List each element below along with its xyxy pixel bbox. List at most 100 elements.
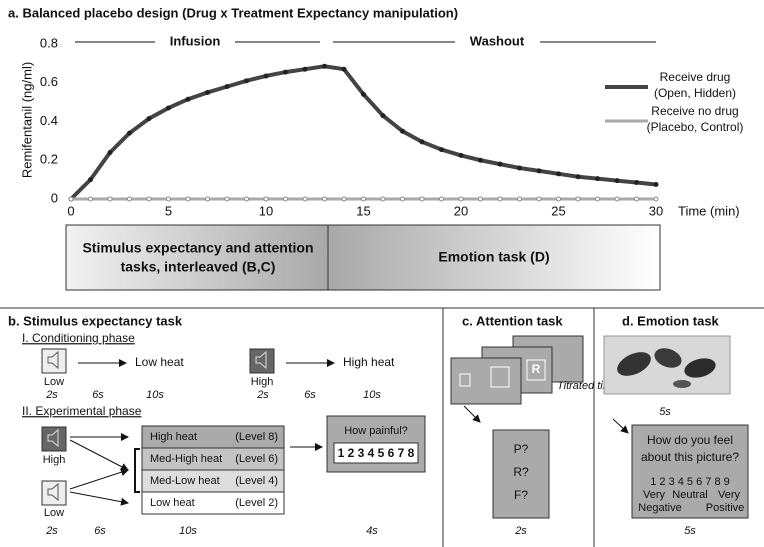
series-marker	[400, 196, 405, 202]
cue-label: High	[251, 376, 274, 388]
series-marker	[263, 73, 269, 79]
arrow	[69, 439, 129, 471]
y-tick-label: 0.4	[40, 113, 58, 128]
speaker-icon	[41, 480, 67, 506]
legend-label: Receive no drug	[651, 104, 738, 118]
timing: 10s	[363, 389, 381, 401]
level-name: Low heat	[150, 497, 195, 509]
level-table: High heat (Level 8) Med-High heat (Level 6)…	[141, 425, 285, 515]
arrow	[69, 468, 129, 490]
series-marker	[263, 196, 269, 202]
phase-label: Infusion	[170, 33, 221, 48]
series-marker	[419, 139, 425, 145]
legend-note: (Placebo, Control)	[647, 120, 744, 134]
anchor: Very	[643, 489, 666, 501]
anchor: Very	[718, 489, 741, 501]
series-marker	[283, 69, 288, 75]
series-marker	[361, 196, 366, 202]
series-marker	[458, 152, 464, 158]
arrow	[463, 405, 481, 423]
series-marker	[478, 196, 483, 202]
timing: 6s	[94, 525, 106, 537]
series-marker	[146, 196, 152, 202]
rating-box	[333, 442, 419, 464]
series-marker	[224, 84, 230, 90]
series-marker	[653, 181, 659, 187]
prompt: P?	[514, 442, 529, 456]
series-line	[69, 64, 657, 201]
timing: 10s	[146, 389, 164, 401]
series-marker	[595, 176, 600, 182]
cue-label: Low	[44, 507, 64, 519]
level-row	[141, 491, 285, 515]
series-marker	[556, 171, 561, 177]
stimulus	[490, 366, 510, 388]
level-code: (Level 2)	[235, 497, 278, 509]
question: about this picture?	[641, 450, 739, 464]
series-marker	[634, 196, 639, 202]
series-marker	[536, 168, 542, 174]
timing: 2s	[45, 525, 58, 537]
series-marker	[653, 196, 659, 202]
series-marker	[68, 196, 74, 202]
stimulus	[526, 359, 546, 381]
series-marker	[88, 177, 93, 183]
timing: 5s	[659, 406, 671, 418]
level-code: (Level 8)	[235, 431, 278, 443]
image-detail	[617, 352, 651, 376]
x-tick-label: 15	[356, 203, 370, 218]
series-marker	[166, 105, 171, 111]
timing: 5s	[684, 525, 696, 537]
stimulus	[459, 373, 471, 387]
timeline-segment	[327, 224, 661, 291]
series-marker	[556, 196, 561, 202]
series-marker	[302, 66, 308, 72]
series-marker	[302, 196, 308, 202]
timeline-text: tasks, interleaved (B,C)	[121, 259, 276, 275]
anchor: Negative	[638, 502, 681, 514]
series-marker	[595, 196, 600, 202]
series-marker	[517, 196, 522, 202]
series-marker	[146, 116, 152, 122]
series-marker	[322, 196, 327, 202]
series-marker	[127, 196, 132, 202]
series-marker	[341, 66, 347, 72]
series-marker	[224, 196, 230, 202]
plot: 0 0.2 0.4 0.6 0.8 0 5 10 15 20 25 30 Receive drug (Op…	[40, 35, 743, 218]
series-marker	[614, 196, 620, 202]
legend-label: Receive drug	[660, 70, 731, 84]
rating-screen	[631, 424, 749, 519]
cue-label: Low	[44, 376, 64, 388]
timeline-segment	[65, 224, 329, 291]
phase-title: I. Conditioning phase	[22, 331, 135, 345]
series-marker	[614, 178, 620, 184]
series-marker	[322, 63, 327, 69]
timeline-text: Emotion task (D)	[438, 249, 549, 265]
x-tick-label: 20	[454, 203, 468, 218]
timing: 10s	[179, 525, 197, 537]
series-marker	[185, 196, 191, 202]
x-tick-label: 30	[649, 203, 663, 218]
prompt-screen	[492, 429, 550, 519]
y-tick-label: 0	[51, 190, 58, 205]
timing: 6s	[304, 389, 316, 401]
series-marker	[575, 196, 581, 202]
outcome-label: Low heat	[135, 355, 184, 369]
series-marker	[107, 196, 113, 202]
series-marker	[88, 196, 93, 202]
series-marker	[497, 161, 503, 167]
rating-scale: 1 2 3 4 5 6 7 8 9	[650, 476, 730, 488]
panel-title: a. Balanced placebo design (Drug x Treat…	[8, 5, 458, 20]
series-marker	[497, 196, 503, 202]
level-name: Med-High heat	[150, 453, 222, 465]
prompt: R?	[513, 465, 529, 479]
timing: 2s	[256, 389, 269, 401]
level-code: (Level 6)	[235, 453, 278, 465]
arrow	[69, 491, 129, 506]
series-marker	[419, 196, 425, 202]
rating-scale: 1 2 3 4 5 6 7 8	[338, 446, 415, 460]
timing: 2s	[45, 389, 58, 401]
series-marker	[205, 89, 210, 95]
image-detail	[673, 380, 691, 388]
